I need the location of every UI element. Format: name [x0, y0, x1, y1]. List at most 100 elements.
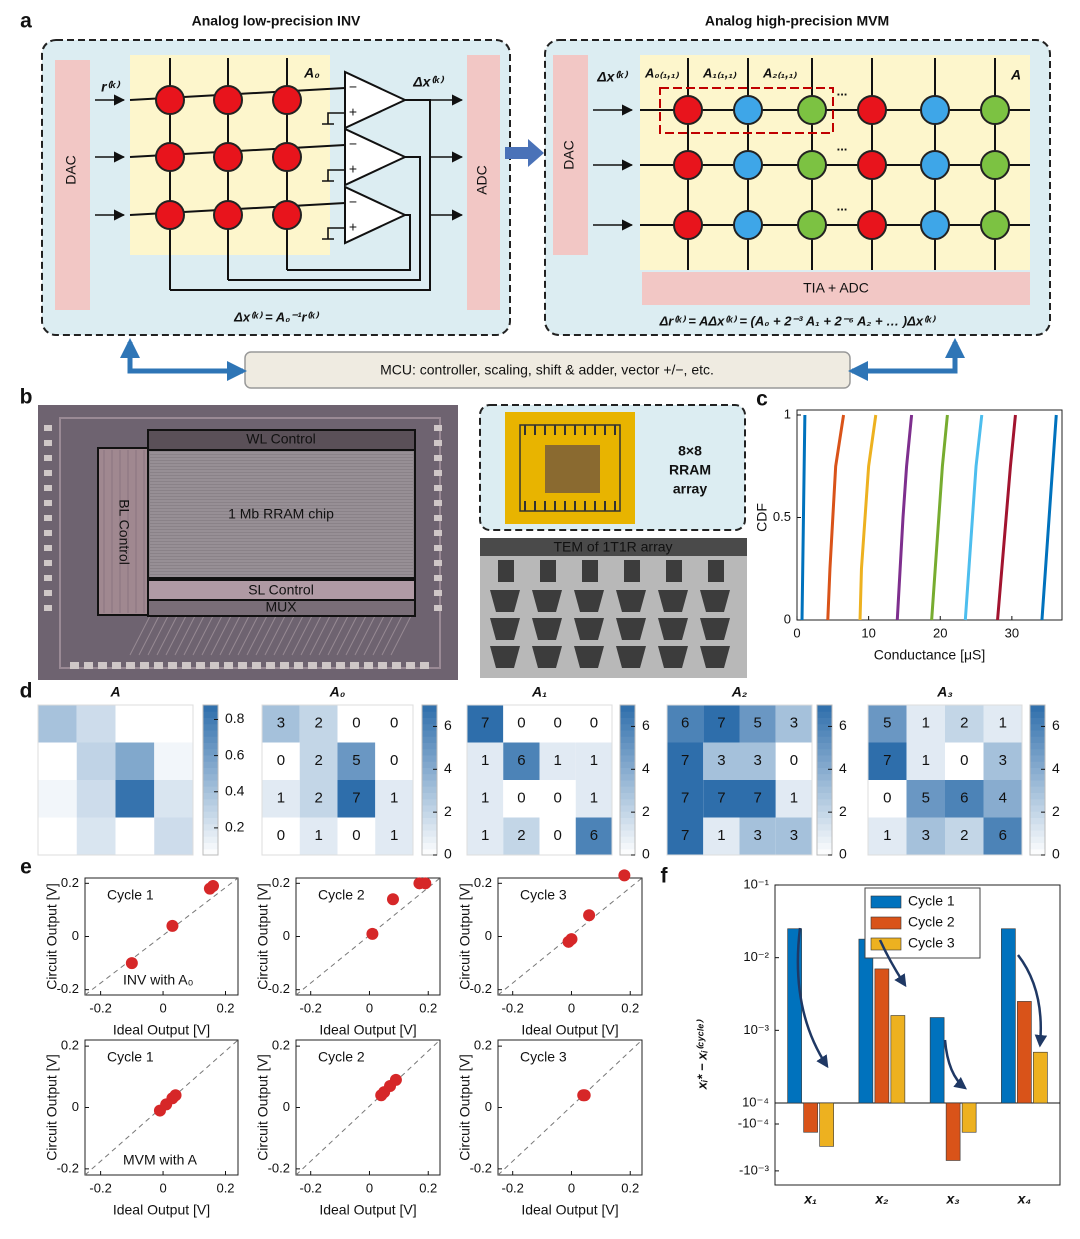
colorbar-step	[620, 723, 635, 731]
colorbar-step	[817, 823, 832, 831]
heatmap-cell	[262, 705, 300, 743]
x-tick-label: 0.2	[419, 1000, 437, 1015]
colorbar-label: 0.6	[225, 746, 245, 762]
track	[219, 615, 241, 656]
cell-value: 3	[753, 827, 761, 844]
adc-label: ADC	[474, 165, 490, 195]
tem-via	[700, 618, 730, 640]
pad	[434, 440, 442, 446]
cell-value: 0	[517, 715, 525, 732]
colorbar-step	[422, 748, 437, 756]
colorbar-step	[422, 780, 437, 787]
rram-cell	[920, 95, 950, 125]
colorbar-step	[1030, 780, 1045, 787]
colorbar-label: 0.4	[225, 782, 245, 798]
colorbar-step	[422, 730, 437, 737]
heatmap-cell	[115, 705, 155, 743]
op-amp	[344, 185, 408, 245]
x-tick-label: 0	[568, 1000, 575, 1015]
trend-arrow	[943, 1039, 967, 1090]
pad	[350, 662, 359, 669]
colorbar-step	[203, 842, 218, 850]
heatmap-cell	[703, 780, 740, 818]
colorbar-frame	[619, 704, 636, 856]
cell-value: 3	[922, 827, 930, 844]
cell-value: 1	[883, 827, 891, 844]
pad	[434, 605, 442, 611]
inv-equation: Δx⁽ᵏ⁾ = A₀⁻¹r⁽ᵏ⁾	[233, 309, 320, 324]
heatmap-cell	[467, 817, 504, 855]
point	[419, 877, 432, 890]
heatmap-frame	[466, 704, 613, 856]
matrix-label: A	[1010, 67, 1021, 83]
colorbar-label: 2	[1052, 803, 1060, 819]
colorbar-step	[620, 792, 635, 800]
op-amp	[344, 127, 408, 187]
heatmap-title: A	[109, 684, 120, 700]
rram-cell	[980, 210, 1010, 240]
ellipsis: ...	[837, 198, 848, 213]
rram-cell	[733, 210, 763, 240]
track	[156, 615, 178, 656]
colorbar-step	[203, 805, 218, 812]
tem-via	[658, 646, 688, 668]
heatmap-cell	[775, 780, 812, 818]
matrix-label: A₀	[303, 65, 320, 81]
heatmap-cell	[38, 817, 77, 855]
y-tick-label: 0	[485, 1099, 492, 1114]
y-tick-label: -0.2	[470, 981, 492, 996]
track	[273, 615, 295, 656]
colorbar-frame	[816, 704, 833, 856]
point	[583, 909, 596, 922]
pad	[308, 662, 317, 669]
cell-value: 0	[590, 715, 598, 732]
colorbar-step	[422, 805, 437, 812]
x-axis-label: Ideal Output [V]	[521, 1022, 618, 1038]
rram-cell	[733, 95, 763, 125]
cell-value: 5	[352, 752, 360, 769]
track	[291, 615, 313, 656]
heatmap-cell	[337, 780, 376, 818]
pad	[44, 500, 52, 506]
heatmap-cell	[38, 780, 77, 818]
colorbar-step	[817, 717, 832, 725]
x-tick-label: 0	[159, 1000, 166, 1015]
cell-value: 6	[517, 752, 525, 769]
bar	[1033, 1051, 1048, 1104]
x-axis-label: Ideal Output [V]	[113, 1022, 210, 1038]
chip-label: 1 Mb RRAM chip	[228, 506, 334, 522]
pad	[252, 662, 261, 669]
colorbar-step	[422, 823, 437, 831]
cell-value: 3	[790, 715, 798, 732]
rram-cell	[857, 150, 887, 180]
pad	[392, 662, 401, 669]
rram-cell	[980, 150, 1010, 180]
colorbar-step	[817, 705, 832, 712]
y-axis-label: Circuit Output [V]	[457, 883, 473, 990]
colorbar-step	[620, 780, 635, 787]
colorbar-label: 0.8	[225, 710, 245, 726]
cell-value: 2	[314, 790, 322, 807]
cell-value: 2	[314, 715, 322, 732]
mvm-equation: Δr⁽ᵏ⁾ = AΔx⁽ᵏ⁾ = (A₀ + 2⁻³ A₁ + 2⁻⁶ A₂ +…	[659, 313, 937, 328]
colorbar-step	[817, 848, 832, 856]
colorbar-step	[817, 736, 832, 743]
pad	[182, 662, 191, 669]
cell-value: 1	[590, 790, 598, 807]
x-tick-label: -0.2	[299, 1000, 321, 1015]
heatmap-cell	[945, 817, 984, 855]
cell-value: 7	[681, 827, 689, 844]
x-axis-label: Ideal Output [V]	[113, 1202, 210, 1218]
pad	[434, 485, 442, 491]
legend-label: Cycle 2	[908, 914, 955, 930]
cell-value: 4	[999, 790, 1007, 807]
cell-value: 7	[753, 790, 761, 807]
y-tick-label: -0.2	[470, 1160, 492, 1175]
y-tick-label: 10⁻²	[743, 949, 769, 964]
x-axis-label: Ideal Output [V]	[319, 1022, 416, 1038]
cell-value: 6	[681, 715, 689, 732]
tem-via	[574, 618, 604, 640]
y-tick-label: 0	[784, 611, 791, 626]
heatmap-cell	[945, 780, 984, 818]
